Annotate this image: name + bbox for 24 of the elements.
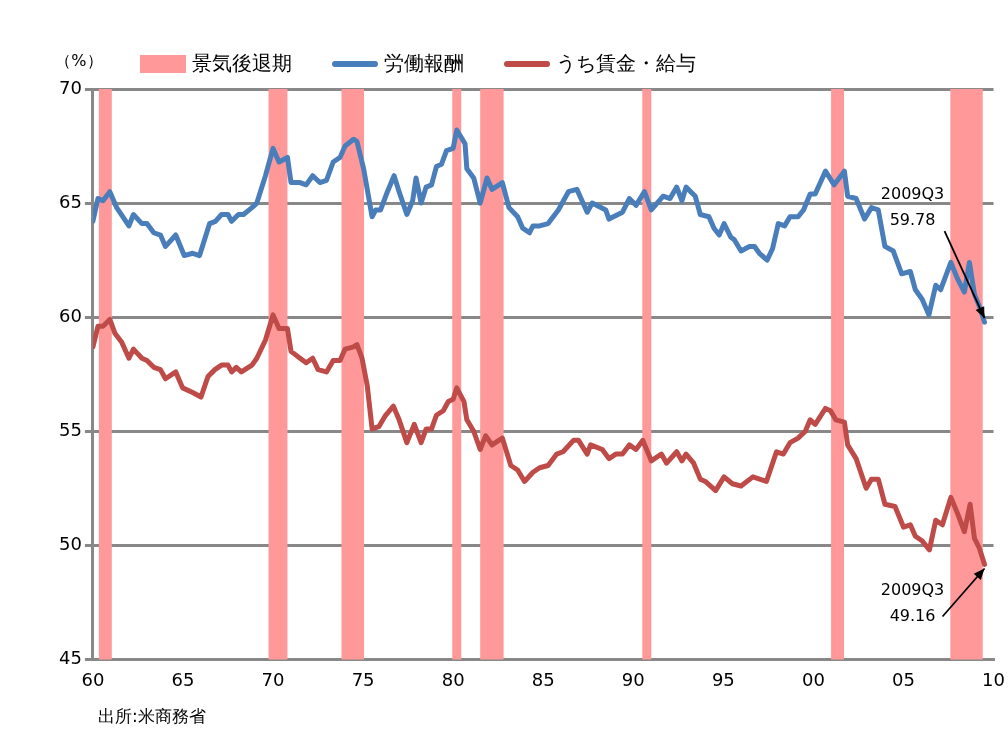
y-tick-label: 45 bbox=[59, 647, 82, 669]
annotation: 2009Q3 59.78 bbox=[880, 184, 945, 230]
x-tick-label: 85 bbox=[531, 668, 555, 690]
y-tick-label: 55 bbox=[59, 418, 82, 440]
y-axis-title: （%） bbox=[55, 51, 103, 71]
x-tick-label: 65 bbox=[171, 668, 195, 690]
text: 出所:米商務省 bbox=[98, 706, 206, 726]
x-tick-label: 00 bbox=[801, 668, 825, 690]
annotation: 2009Q3 49.16 bbox=[880, 579, 945, 625]
x-tick-label: 95 bbox=[711, 668, 735, 690]
legend-label: 労働報酬 bbox=[384, 50, 464, 77]
x-tick-label: 10 bbox=[982, 668, 1005, 690]
y-tick-label: 70 bbox=[59, 76, 82, 98]
x-tick-label: 70 bbox=[261, 668, 285, 690]
x-tick-label: 05 bbox=[892, 668, 915, 690]
legend-label: うち賃金・給与 bbox=[556, 50, 696, 77]
legend-label: 景気後退期 bbox=[192, 50, 292, 77]
y-tick-label: 50 bbox=[59, 532, 82, 554]
y-tick-label: 60 bbox=[59, 304, 82, 326]
x-tick-label: 90 bbox=[621, 668, 645, 690]
x-tick-label: 60 bbox=[81, 668, 105, 690]
x-tick-label: 80 bbox=[441, 668, 465, 690]
y-tick-label: 65 bbox=[59, 190, 82, 212]
x-tick-label: 75 bbox=[351, 668, 375, 690]
